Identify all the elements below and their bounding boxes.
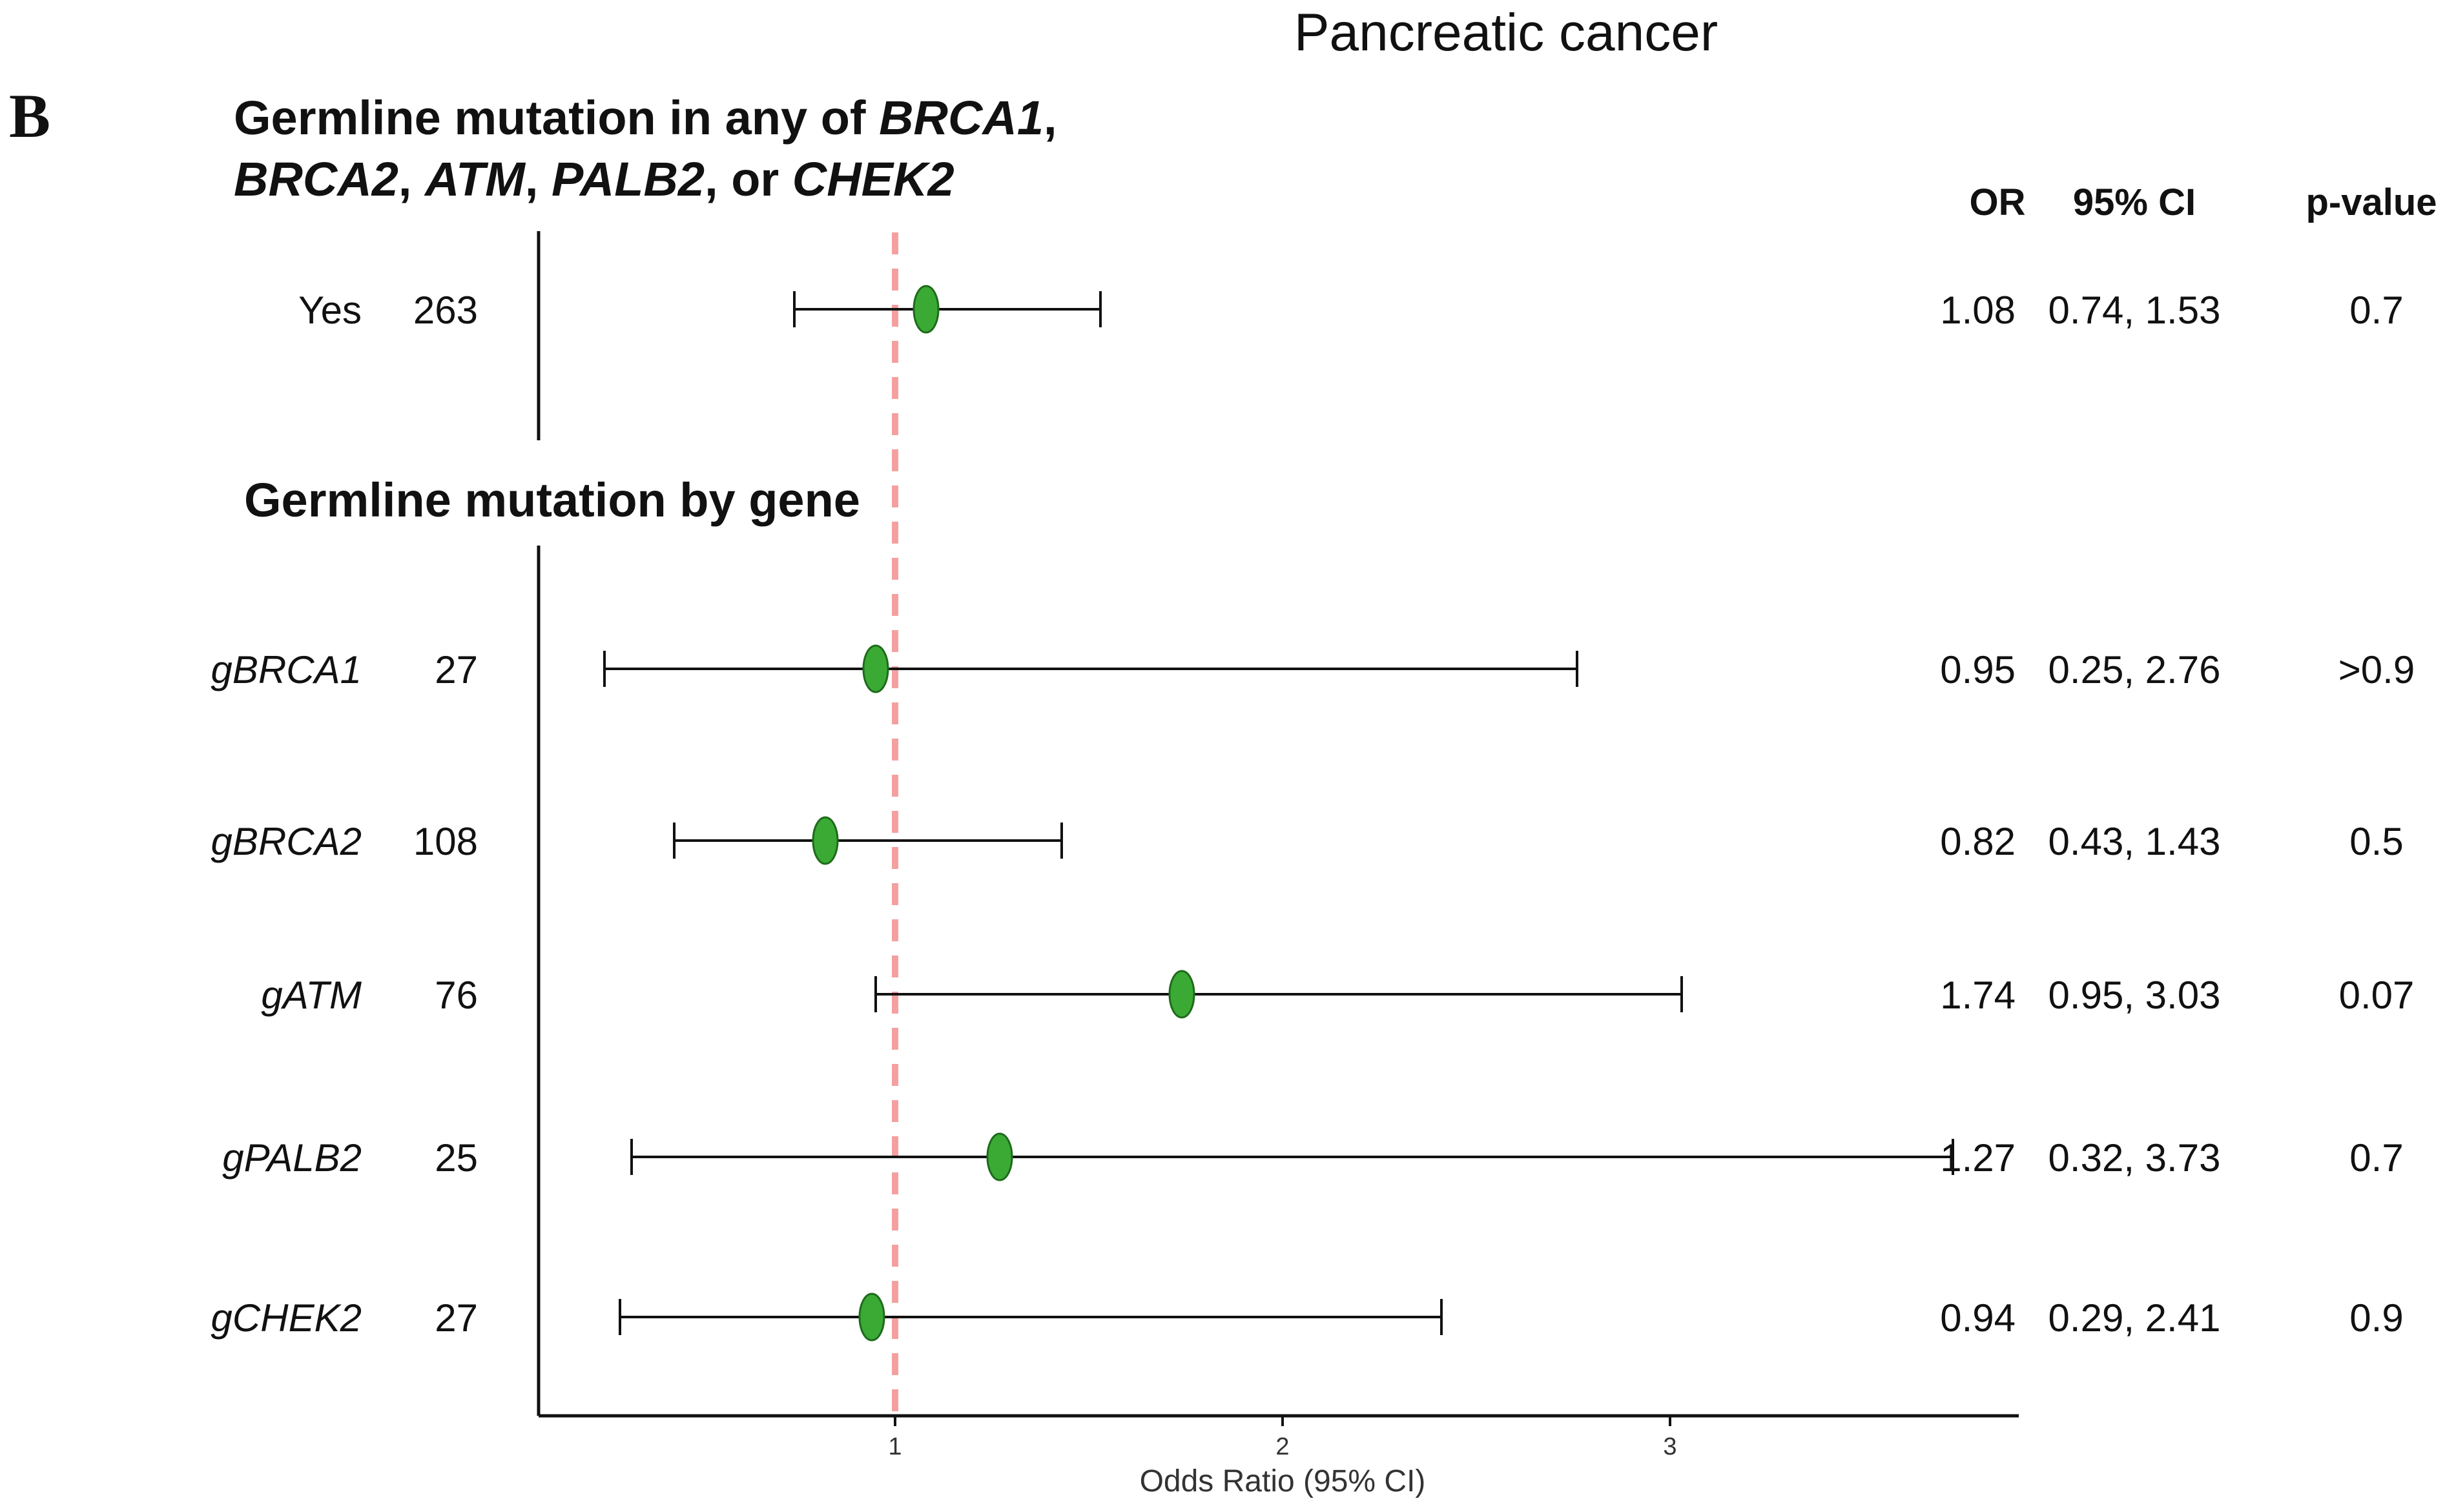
row-label-yes: Yes bbox=[298, 289, 362, 332]
point-estimate-gbrca2 bbox=[812, 816, 839, 865]
row-n-yes: 263 bbox=[413, 289, 478, 332]
p-value-gpalb2: 0.7 bbox=[2349, 1136, 2403, 1180]
or-value-gatm: 1.74 bbox=[1940, 974, 2016, 1017]
or-value-gpalb2: 1.27 bbox=[1940, 1136, 2016, 1180]
chart-title: Pancreatic cancer bbox=[1294, 3, 1718, 62]
x-tick-label-3: 3 bbox=[1663, 1433, 1676, 1460]
p-value-gbrca1: >0.9 bbox=[2338, 648, 2415, 691]
ci-value-gbrca1: 0.25, 2.76 bbox=[2048, 648, 2221, 691]
x-tick-label-1: 1 bbox=[888, 1433, 902, 1460]
row-n-gchek2: 27 bbox=[435, 1296, 478, 1340]
ci-value-gbrca2: 0.43, 1.43 bbox=[2048, 820, 2221, 863]
p-value-gbrca2: 0.5 bbox=[2349, 820, 2403, 863]
column-header-or: OR bbox=[1970, 181, 2026, 223]
point-estimate-gchek2 bbox=[858, 1292, 885, 1342]
x-axis-label: Odds Ratio (95% CI) bbox=[1140, 1464, 1426, 1498]
p-value-gchek2: 0.9 bbox=[2349, 1296, 2403, 1340]
row-n-gatm: 76 bbox=[435, 974, 478, 1017]
group-header-by-gene-line-1: Germline mutation by gene bbox=[244, 473, 860, 527]
group-header-any-mutation-line-2: BRCA2, ATM, PALB2, or CHEK2 bbox=[234, 152, 954, 206]
plot-area: 1 2 3 Odds Ratio (95% CI) Germline mutation … bbox=[211, 91, 2415, 1498]
group-header-any-mutation-line-1: Germline mutation in any of BRCA1, bbox=[234, 91, 1057, 145]
ci-value-gpalb2: 0.32, 3.73 bbox=[2048, 1136, 2221, 1180]
or-value-yes: 1.08 bbox=[1940, 289, 2016, 332]
x-tick-label-2: 2 bbox=[1275, 1433, 1289, 1460]
or-value-gchek2: 0.94 bbox=[1940, 1296, 2016, 1340]
row-label-gatm: gATM bbox=[261, 974, 362, 1017]
point-estimate-yes bbox=[913, 285, 940, 334]
row-label-gchek2: gCHEK2 bbox=[211, 1296, 362, 1340]
row-label-gbrca2: gBRCA2 bbox=[211, 820, 362, 863]
point-estimate-gatm bbox=[1168, 970, 1195, 1019]
point-estimate-gpalb2 bbox=[986, 1132, 1013, 1181]
row-n-gbrca2: 108 bbox=[413, 820, 478, 863]
column-header-p-value: p-value bbox=[2306, 181, 2437, 223]
ci-value-yes: 0.74, 1.53 bbox=[2048, 289, 2221, 332]
row-n-gpalb2: 25 bbox=[435, 1136, 478, 1180]
point-estimate-gbrca1 bbox=[862, 644, 889, 693]
row-label-gbrca1: gBRCA1 bbox=[211, 648, 362, 691]
or-value-gbrca2: 0.82 bbox=[1940, 820, 2016, 863]
ci-value-gchek2: 0.29, 2.41 bbox=[2048, 1296, 2221, 1340]
panel-label: B bbox=[9, 81, 50, 150]
row-label-gpalb2: gPALB2 bbox=[222, 1136, 362, 1180]
ci-value-gatm: 0.95, 3.03 bbox=[2048, 974, 2221, 1017]
p-value-yes: 0.7 bbox=[2349, 289, 2403, 332]
p-value-gatm: 0.07 bbox=[2339, 974, 2415, 1017]
row-n-gbrca1: 27 bbox=[435, 648, 478, 691]
column-header-ci: 95% CI bbox=[2073, 181, 2196, 223]
or-value-gbrca1: 0.95 bbox=[1940, 648, 2016, 691]
